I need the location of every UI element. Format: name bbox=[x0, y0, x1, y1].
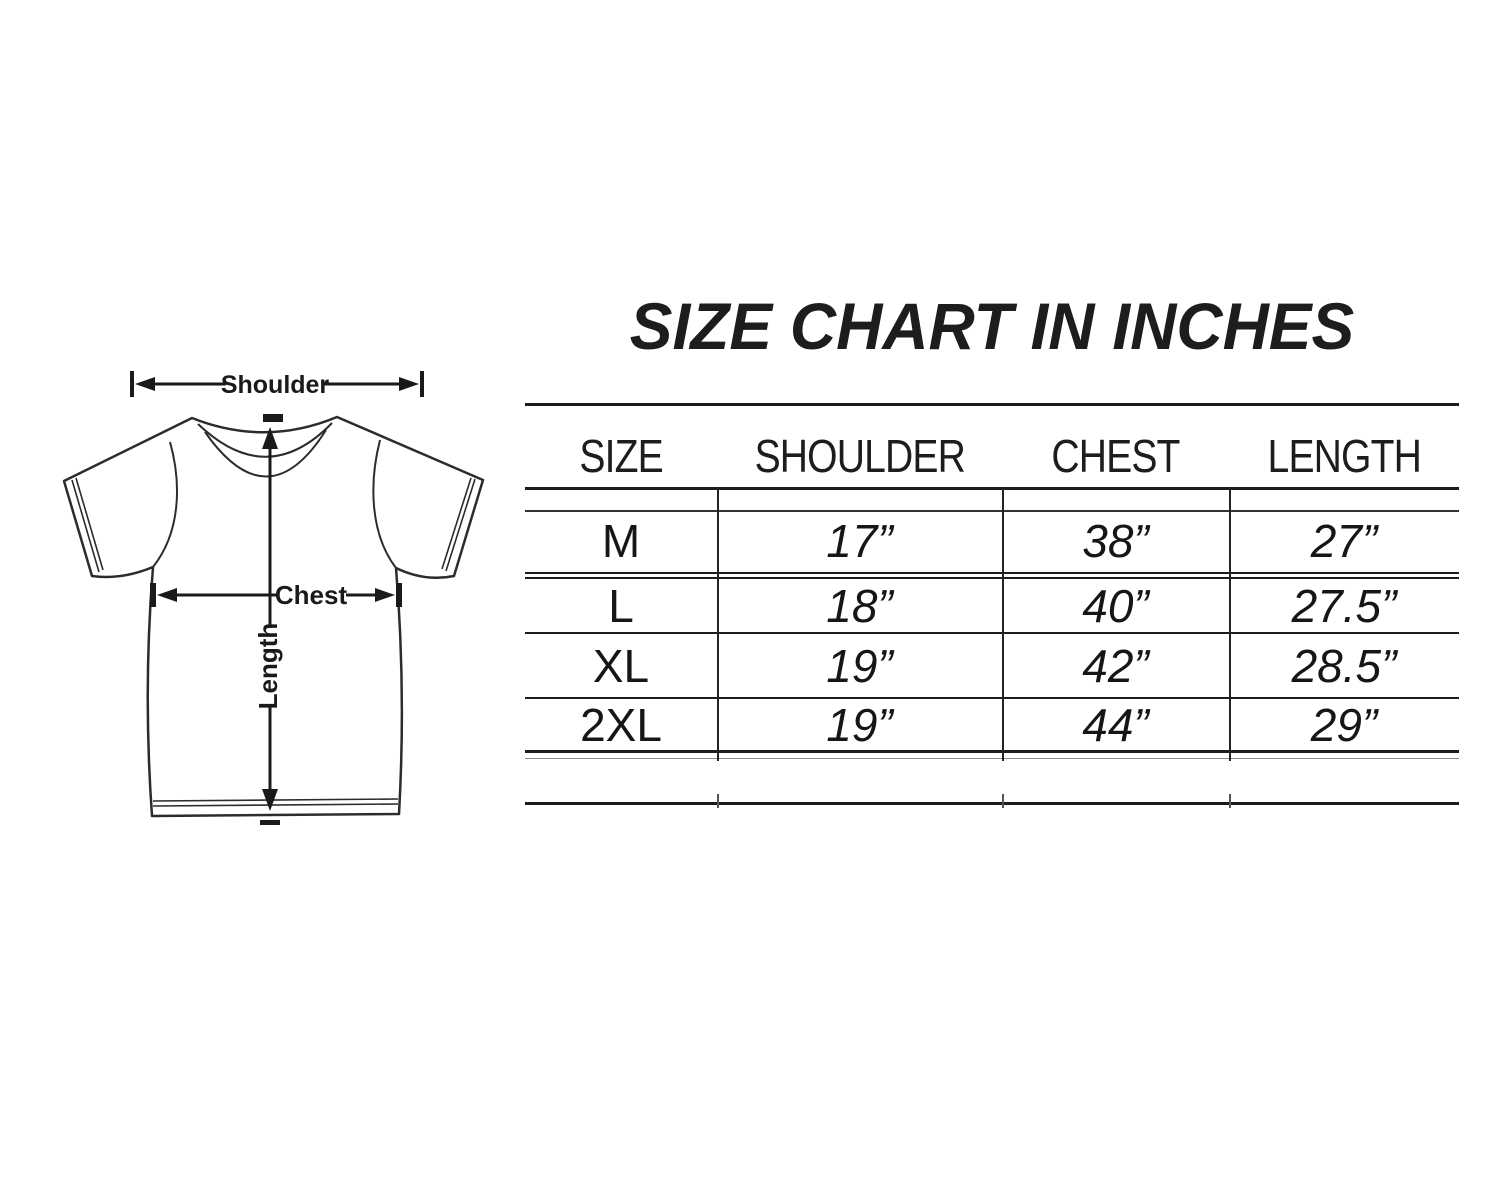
table-row-2xl: 2XL 19” 44” 29” bbox=[525, 698, 1459, 751]
collar-inner-line bbox=[197, 422, 333, 458]
column-header-length: LENGTH bbox=[1267, 430, 1421, 482]
column-separator bbox=[1229, 487, 1231, 761]
right-cuff-stitch bbox=[445, 478, 476, 572]
chest-value: 44” bbox=[1082, 698, 1149, 751]
size-value: L bbox=[608, 579, 634, 632]
column-header-size: SIZE bbox=[579, 430, 663, 482]
shoulder-left-endcap bbox=[130, 371, 134, 397]
arrowhead-left-icon bbox=[157, 588, 177, 602]
length-value: 29” bbox=[1310, 698, 1378, 751]
length-value: 27” bbox=[1310, 515, 1378, 567]
header-row: SIZE SHOULDER CHEST LENGTH bbox=[525, 425, 1459, 487]
size-chart-table: SIZE SHOULDER CHEST LENGTH M 17” 38” 27”… bbox=[525, 403, 1459, 823]
hem-stitch bbox=[152, 798, 399, 802]
closing-rule bbox=[525, 802, 1459, 805]
hem-stitch bbox=[152, 803, 399, 807]
chest-value: 38” bbox=[1082, 515, 1149, 567]
shoulder-value: 18” bbox=[826, 579, 893, 632]
separator-tick bbox=[1002, 794, 1004, 808]
tshirt-measurement-diagram: Shoulder Length Chest bbox=[30, 350, 530, 870]
size-value: M bbox=[601, 515, 641, 567]
table-row-m: M 17” 38” 27” bbox=[525, 510, 1459, 572]
left-cuff-stitch bbox=[71, 479, 100, 573]
arrowhead-right-icon bbox=[375, 588, 395, 602]
chest-value: 42” bbox=[1082, 639, 1149, 692]
row-divider bbox=[525, 510, 1459, 512]
right-armhole-seam bbox=[372, 439, 397, 569]
size-value: XL bbox=[592, 639, 650, 692]
right-cuff-stitch bbox=[441, 477, 472, 570]
chest-left-endcap bbox=[150, 583, 156, 607]
thin-rule bbox=[525, 758, 1459, 759]
chest-label: Chest bbox=[275, 580, 348, 610]
row-divider bbox=[525, 632, 1459, 634]
tshirt-outline bbox=[62, 415, 485, 818]
chest-arrow: Chest bbox=[150, 580, 402, 610]
column-separator bbox=[717, 487, 719, 761]
column-header-chest: CHEST bbox=[1051, 430, 1180, 482]
tshirt-seams bbox=[71, 422, 476, 807]
tshirt-drawing: Shoulder Length Chest bbox=[62, 371, 485, 825]
left-cuff-stitch bbox=[75, 477, 104, 571]
row-divider-double bbox=[525, 577, 1459, 579]
table-row-l: L 18” 40” 27.5” bbox=[525, 579, 1459, 632]
page-title: SIZE CHART IN INCHES bbox=[629, 289, 1355, 363]
chest-right-endcap bbox=[396, 583, 402, 607]
shoulder-value: 17” bbox=[826, 515, 893, 567]
length-bottom-tick bbox=[260, 820, 280, 825]
length-value: 28.5” bbox=[1291, 639, 1397, 692]
arrowhead-left-icon bbox=[135, 377, 155, 391]
collar-stitch-line bbox=[204, 429, 327, 478]
arrowhead-up-icon bbox=[262, 427, 278, 449]
length-label: Length bbox=[253, 623, 283, 710]
shoulder-value: 19” bbox=[826, 698, 893, 751]
length-value: 27.5” bbox=[1291, 579, 1397, 632]
row-divider bbox=[525, 697, 1459, 699]
left-armhole-seam bbox=[152, 441, 178, 568]
table-bottom-rule bbox=[525, 750, 1459, 753]
arrowhead-down-icon bbox=[262, 789, 278, 811]
shoulder-right-endcap bbox=[420, 371, 424, 397]
separator-tick bbox=[717, 794, 719, 808]
size-value: 2XL bbox=[580, 698, 662, 751]
shoulder-arrow: Shoulder bbox=[130, 371, 424, 399]
separator-tick bbox=[1229, 794, 1231, 808]
arrowhead-right-icon bbox=[399, 377, 419, 391]
chest-value: 40” bbox=[1082, 579, 1149, 632]
column-separator bbox=[1002, 487, 1004, 761]
shoulder-value: 19” bbox=[826, 639, 893, 692]
length-arrow: Length bbox=[253, 414, 283, 825]
header-bottom-rule bbox=[525, 487, 1459, 490]
table-top-rule bbox=[525, 403, 1459, 406]
shoulder-label: Shoulder bbox=[221, 371, 330, 399]
column-header-shoulder: SHOULDER bbox=[754, 430, 965, 482]
table-row-xl: XL 19” 42” 28.5” bbox=[525, 634, 1459, 697]
length-top-tick bbox=[263, 414, 283, 422]
row-divider-double bbox=[525, 572, 1459, 574]
